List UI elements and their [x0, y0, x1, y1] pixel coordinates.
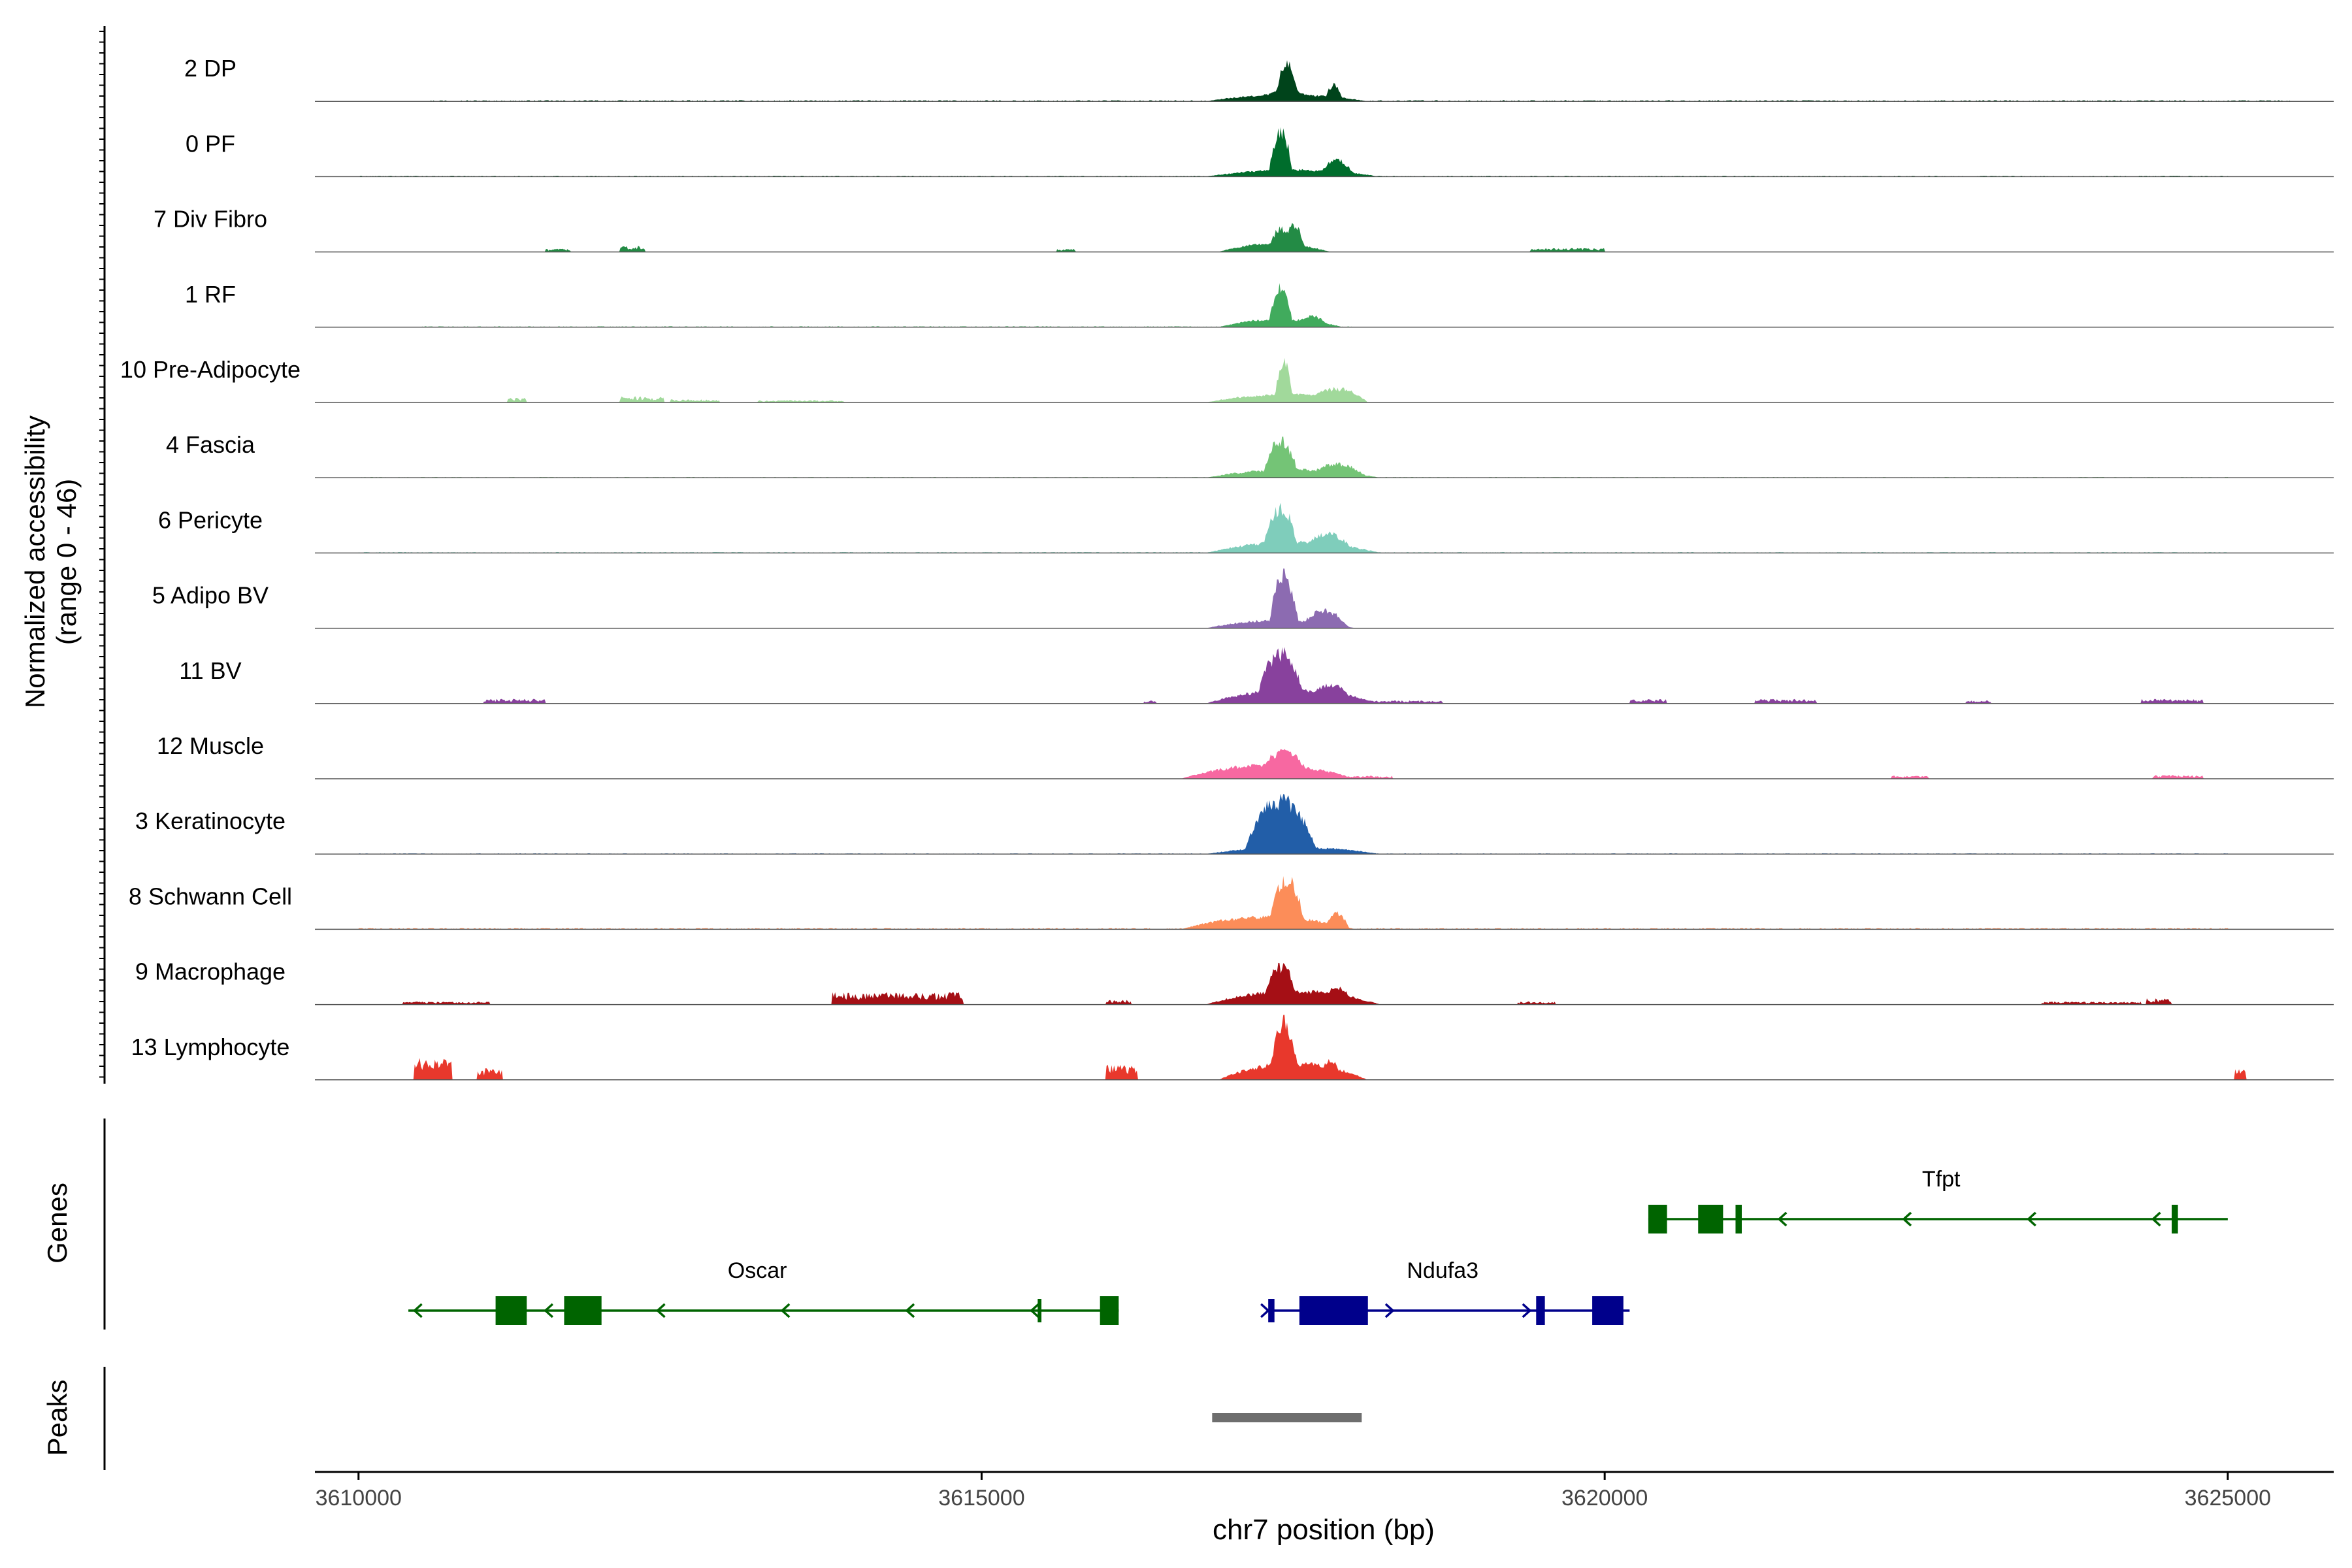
gene-label: Oscar: [728, 1258, 787, 1283]
strand-arrow: [780, 1303, 791, 1318]
peaks-track-label: Peaks: [42, 1380, 73, 1456]
coverage-area: [315, 436, 2334, 478]
coverage-area: [315, 357, 2334, 402]
exon: [495, 1296, 527, 1325]
exon: [1698, 1205, 1723, 1233]
track-label: 8 Schwann Cell: [129, 883, 292, 909]
peak-region: [1212, 1413, 1362, 1422]
gene-label: Ndufa3: [1407, 1258, 1478, 1283]
track-label: 4 Fascia: [166, 431, 255, 458]
y-axis-title: Normalized accessibility (range 0 - 46): [20, 416, 82, 708]
strand-arrow: [1030, 1303, 1039, 1318]
coverage-area: [315, 962, 2334, 1005]
x-tick-label: 3620000: [1561, 1486, 1648, 1511]
track-4-fascia: 4 Fascia: [166, 431, 2334, 478]
exon: [2172, 1205, 2178, 1233]
track-12-muscle: 12 Muscle: [157, 732, 2334, 779]
strand-arrow: [544, 1303, 554, 1318]
x-tick-label: 3625000: [2185, 1486, 2271, 1511]
strand-arrow: [1260, 1303, 1270, 1318]
track-label: 7 Div Fibro: [154, 206, 267, 233]
coverage-area: [315, 647, 2334, 704]
track-label: 3 Keratinocyte: [135, 808, 286, 834]
strand-arrow: [905, 1303, 915, 1318]
strand-arrow: [1384, 1303, 1395, 1318]
strand-arrow: [2151, 1211, 2161, 1227]
x-axis-title: chr7 position (bp): [1213, 1514, 1435, 1546]
coverage-area: [315, 502, 2334, 553]
y-axis-title-line2: (range 0 - 46): [51, 479, 82, 645]
strand-arrow: [1522, 1303, 1532, 1318]
gene-oscar: Oscar: [408, 1258, 1119, 1325]
coverage-area: [315, 223, 2334, 252]
x-axis: chr7 position (bp) 3610000 3615000 3620000…: [315, 1471, 2334, 1546]
track-5-adipo-bv: 5 Adipo BV: [152, 568, 2334, 629]
strand-arrow: [2027, 1211, 2036, 1227]
track-3-keratinocyte: 3 Keratinocyte: [135, 793, 2334, 855]
exon: [1299, 1296, 1368, 1325]
exon: [1268, 1299, 1275, 1322]
track-label: 0 PF: [186, 130, 235, 157]
coverage-area: [315, 793, 2334, 855]
track-label: 11 BV: [179, 657, 241, 684]
track-label: 12 Muscle: [157, 732, 264, 759]
coverage-area: [315, 127, 2334, 177]
strand-arrow: [1777, 1211, 1788, 1227]
track-0-pf: 0 PF: [186, 127, 2334, 178]
track-label: 9 Macrophage: [135, 958, 286, 985]
genes-track: Genes Tfpt Oscar Ndufa3: [42, 1119, 2228, 1330]
track-label: 2 DP: [184, 55, 237, 82]
track-8-schwann-cell: 8 Schwann Cell: [129, 875, 2334, 930]
track-9-macrophage: 9 Macrophage: [135, 958, 2334, 1005]
track-label: 10 Pre-Adipocyte: [120, 356, 301, 383]
gene-ndufa3: Ndufa3: [1260, 1258, 1630, 1325]
x-tick-label: 3615000: [938, 1486, 1024, 1511]
coverage-area: [315, 749, 2334, 779]
coverage-area: [315, 283, 2334, 327]
exon: [1648, 1205, 1667, 1233]
track-label: 13 Lymphocyte: [131, 1034, 290, 1060]
track-label: 6 Pericyte: [158, 506, 263, 533]
gene-label: Tfpt: [1922, 1167, 1961, 1192]
coverage-area: [315, 568, 2334, 629]
coverage-area: [315, 1015, 2334, 1080]
strand-arrow: [655, 1303, 666, 1318]
genes-track-label: Genes: [42, 1183, 73, 1264]
exon: [1100, 1296, 1119, 1325]
strand-arrow: [1902, 1211, 1912, 1227]
x-tick-label: 3610000: [316, 1486, 402, 1511]
peaks-track: Peaks: [42, 1367, 1362, 1470]
track-13-lymphocyte: 13 Lymphocyte: [131, 1015, 2334, 1081]
exon: [1536, 1296, 1545, 1325]
y-axis-title-line1: Normalized accessibility: [20, 416, 50, 708]
track-6-pericyte: 6 Pericyte: [158, 502, 2334, 554]
gene-tfpt: Tfpt: [1648, 1167, 2228, 1233]
track-10-pre-adipocyte: 10 Pre-Adipocyte: [120, 356, 2334, 403]
track-7-div-fibro: 7 Div Fibro: [154, 206, 2334, 253]
track-2-dp: 2 DP: [184, 55, 2334, 102]
coverage-tracks: 2 DP 0 PF 7 Div Fibro 1 RF 10 Pre-Adipocyte 4…: [99, 26, 2334, 1084]
exon: [1037, 1299, 1042, 1322]
strand-arrow: [412, 1303, 423, 1318]
track-1-rf: 1 RF: [185, 281, 2334, 328]
coverage-area: [315, 60, 2334, 102]
coverage-area: [315, 875, 2334, 930]
exon: [1592, 1296, 1624, 1325]
track-label: 5 Adipo BV: [152, 582, 269, 609]
track-label: 1 RF: [185, 281, 236, 308]
track-11-bv: 11 BV: [179, 647, 2334, 704]
exon: [1735, 1205, 1742, 1233]
exon: [564, 1296, 602, 1325]
